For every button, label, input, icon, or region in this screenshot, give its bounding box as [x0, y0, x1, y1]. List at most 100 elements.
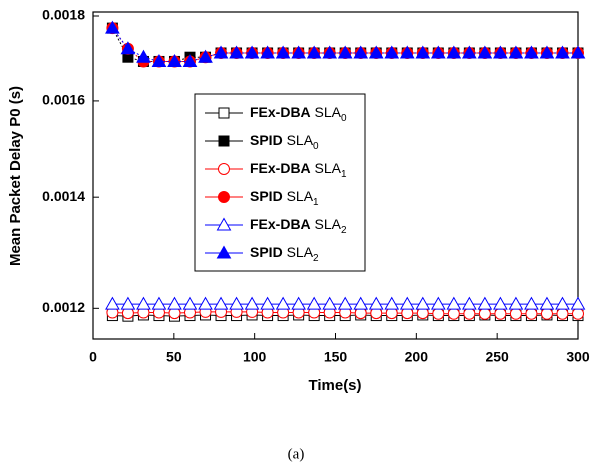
data-point — [570, 296, 586, 310]
data-point — [353, 45, 369, 59]
data-point — [182, 296, 198, 310]
data-point — [337, 296, 353, 310]
data-point — [151, 53, 167, 67]
x-tick-label: 250 — [485, 349, 509, 365]
data-point — [136, 296, 151, 310]
y-tick-label: 0.0012 — [42, 299, 85, 315]
data-point — [244, 45, 260, 59]
data-point — [105, 296, 120, 310]
data-point — [539, 45, 555, 59]
data-point — [384, 45, 400, 59]
data-point — [524, 45, 539, 59]
data-point — [322, 296, 338, 310]
data-point — [493, 45, 508, 59]
data-point — [508, 45, 524, 59]
data-point — [432, 307, 445, 320]
legend-label: SPID SLA1 — [250, 188, 319, 208]
data-point — [493, 296, 508, 310]
x-tick-label: 150 — [324, 349, 348, 365]
data-point — [446, 296, 462, 310]
data-point — [462, 45, 477, 59]
data-point — [524, 296, 539, 310]
data-point — [275, 296, 291, 310]
data-point — [322, 45, 338, 59]
data-point — [478, 307, 491, 320]
legend-label: SPID SLA2 — [250, 244, 319, 264]
data-point — [260, 296, 275, 310]
data-point — [353, 296, 369, 310]
data-point — [368, 296, 384, 310]
legend-label: FEx-DBA SLA2 — [250, 216, 347, 236]
data-point — [463, 307, 476, 320]
data-point — [539, 296, 555, 310]
data-point — [291, 45, 306, 59]
data-point — [120, 41, 136, 55]
legend-label: FEx-DBA SLA1 — [250, 160, 347, 180]
data-point — [260, 45, 275, 59]
data-point — [213, 296, 229, 310]
legend-marker — [218, 107, 230, 119]
data-point — [384, 296, 400, 310]
caption: (a) — [288, 446, 305, 462]
data-point — [572, 307, 584, 320]
data-point — [556, 307, 569, 320]
x-tick-label: 50 — [166, 349, 182, 365]
data-point — [151, 296, 167, 310]
data-point — [306, 296, 322, 310]
data-point — [446, 45, 462, 59]
x-tick-label: 100 — [243, 349, 267, 365]
data-point — [120, 296, 136, 310]
data-point — [198, 296, 213, 310]
data-point — [229, 45, 244, 59]
data-point — [399, 296, 415, 310]
x-tick-label: 0 — [89, 349, 97, 365]
data-point — [430, 45, 446, 59]
data-point — [136, 49, 151, 63]
data-point — [182, 53, 198, 67]
legend-marker — [218, 135, 230, 147]
data-point — [198, 49, 213, 63]
data-point — [477, 45, 493, 59]
data-point — [555, 296, 570, 310]
data-point — [570, 45, 586, 59]
data-point — [508, 296, 524, 310]
data-point — [477, 296, 493, 310]
data-point — [167, 53, 182, 67]
data-point — [213, 45, 229, 59]
x-axis-title: Time(s) — [308, 377, 361, 394]
data-point — [337, 45, 353, 59]
x-tick-label: 200 — [405, 349, 429, 365]
legend-box — [194, 93, 366, 272]
data-point — [430, 296, 446, 310]
legend-label: FEx-DBA SLA0 — [250, 104, 347, 124]
data-point — [229, 296, 244, 310]
x-tick-label: 300 — [566, 349, 590, 365]
data-point — [275, 45, 291, 59]
y-tick-label: 0.0014 — [42, 188, 85, 204]
y-tick-label: 0.0016 — [42, 92, 85, 108]
data-point — [462, 296, 477, 310]
y-axis-title: Mean Packet Delay P0 (s) — [7, 86, 24, 266]
legend-marker — [218, 191, 230, 203]
data-point — [415, 296, 431, 310]
y-tick-label: 0.0018 — [42, 7, 85, 23]
legend-marker — [218, 163, 230, 175]
data-point — [244, 296, 260, 310]
data-point — [368, 45, 384, 59]
data-point — [415, 45, 431, 59]
legend-marker — [216, 217, 232, 231]
data-point — [540, 307, 553, 320]
data-point — [447, 307, 460, 320]
data-point — [509, 307, 522, 320]
data-point — [555, 45, 570, 59]
legend-marker — [216, 245, 232, 259]
data-point — [525, 307, 538, 320]
data-point — [291, 296, 306, 310]
data-point — [306, 45, 322, 59]
data-point — [167, 296, 182, 310]
data-point — [494, 307, 507, 320]
legend-label: SPID SLA0 — [250, 132, 319, 152]
data-point — [105, 20, 120, 34]
data-point — [399, 45, 415, 59]
